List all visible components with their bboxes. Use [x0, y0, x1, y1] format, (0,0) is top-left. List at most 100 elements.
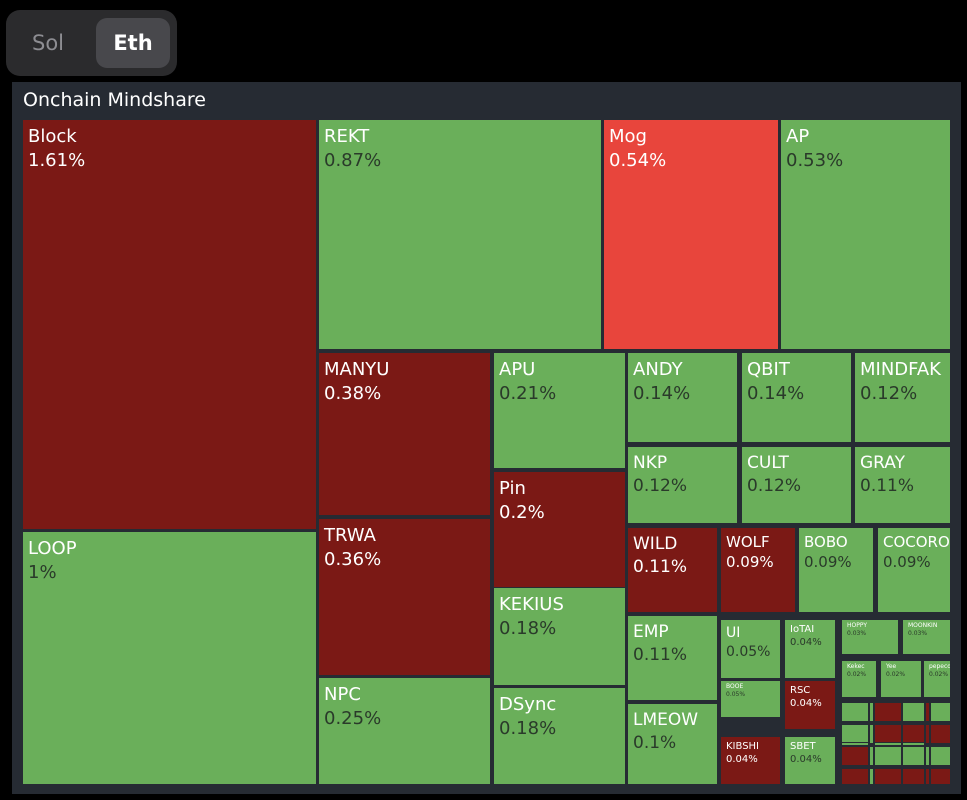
tile-name: DSync [499, 694, 557, 715]
tile-name: WILD [633, 534, 678, 554]
treemap-tile[interactable] [925, 702, 930, 722]
tile-value: 0.21% [499, 383, 557, 404]
tile-value: 0.03% [847, 630, 867, 637]
tile-value: 0.04% [790, 754, 822, 765]
sol-tab[interactable]: Sol [14, 18, 82, 68]
mindshare-panel: Onchain Mindshare Block 1.61% LOOP 1% REKT 0.… [12, 82, 961, 794]
treemap-tile-cult[interactable]: CULT 0.12% [741, 446, 852, 524]
tile-value: 0.03% [908, 630, 928, 637]
treemap-tile[interactable] [925, 724, 930, 744]
tile-value: 0.04% [790, 637, 822, 648]
treemap-tile-emp[interactable]: EMP 0.11% [627, 615, 718, 701]
tile-value: 0.09% [883, 553, 931, 571]
treemap-tile-lmeow[interactable]: LMEOW 0.1% [627, 703, 718, 785]
treemap-tile-moonkin[interactable]: MOONKIN 0.03% [902, 619, 951, 655]
tile-name: LOOP [28, 538, 77, 559]
tile-value: 0.12% [860, 383, 918, 404]
treemap-tile-nkp[interactable]: NKP 0.12% [627, 446, 738, 524]
treemap-tile[interactable] [869, 746, 874, 766]
treemap-tile[interactable] [869, 724, 874, 744]
tile-value: 0.14% [633, 383, 691, 404]
tile-value: 0.11% [633, 645, 688, 665]
treemap-tile[interactable] [874, 742, 902, 746]
treemap-tile-yee[interactable]: Yee 0.02% [880, 660, 922, 698]
treemap-tile-manyu[interactable]: MANYU 0.38% [318, 352, 491, 516]
tile-value: 0.53% [786, 150, 844, 171]
treemap-tile-mindfak[interactable]: MINDFAK 0.12% [854, 352, 951, 443]
treemap-tile-iotai[interactable]: IoTAI 0.04% [784, 619, 836, 679]
treemap-tile-wolf[interactable]: WOLF 0.09% [720, 527, 796, 613]
treemap-tile-ap[interactable]: AP 0.53% [780, 119, 951, 350]
treemap-tile[interactable] [869, 702, 874, 722]
treemap-tile-wild[interactable]: WILD 0.11% [627, 527, 718, 613]
treemap-tile[interactable] [841, 742, 869, 746]
tile-value: 0.18% [499, 718, 557, 739]
treemap-tile[interactable] [930, 724, 951, 744]
treemap-tile[interactable] [874, 768, 902, 785]
treemap-tile-block[interactable]: Block 1.61% [22, 119, 317, 530]
treemap-tile[interactable] [874, 746, 902, 766]
treemap-tile-kibshi[interactable]: KIBSHI 0.04% [720, 736, 781, 785]
treemap-tile-rekt[interactable]: REKT 0.87% [318, 119, 602, 350]
treemap-tile[interactable] [930, 702, 951, 722]
tile-name: UI [726, 625, 741, 641]
treemap-tile-loop[interactable]: LOOP 1% [22, 531, 317, 785]
treemap-tile-qbit[interactable]: QBIT 0.14% [741, 352, 852, 443]
treemap-tile-gray[interactable]: GRAY 0.11% [854, 446, 951, 524]
treemap-tile[interactable] [902, 724, 925, 744]
treemap-tile-hoppy[interactable]: HOPPY 0.03% [841, 619, 899, 655]
treemap-tile-mog[interactable]: Mog 0.54% [603, 119, 779, 350]
tile-name: AP [786, 126, 810, 147]
tile-value: 0.12% [747, 476, 802, 496]
treemap-tile[interactable] [841, 768, 869, 785]
tile-name: TRWA [324, 525, 376, 546]
treemap-tile[interactable] [930, 768, 951, 785]
treemap-tile-cocoro[interactable]: COCORO 0.09% [877, 527, 951, 613]
treemap-tile-ui[interactable]: UI 0.05% [720, 619, 781, 679]
treemap-tile[interactable] [902, 702, 925, 722]
tile-name: APU [499, 359, 536, 380]
tile-value: 0.25% [324, 708, 382, 729]
treemap-tile[interactable] [869, 768, 874, 785]
treemap-tile[interactable] [925, 768, 930, 785]
treemap-tile[interactable] [874, 724, 902, 744]
tile-name: BOBO [804, 533, 848, 551]
treemap-tile-npc[interactable]: NPC 0.25% [318, 677, 491, 785]
treemap-tile[interactable] [841, 746, 869, 766]
tile-value: 0.05% [726, 691, 746, 698]
tile-name: NKP [633, 453, 668, 473]
tile-value: 0.54% [609, 150, 667, 171]
treemap-tile-trwa[interactable]: TRWA 0.36% [318, 518, 491, 676]
tile-value: 0.11% [633, 557, 688, 577]
treemap-tile-bobo[interactable]: BOBO 0.09% [798, 527, 874, 613]
treemap-tile[interactable] [902, 768, 925, 785]
mindshare-treemap: Block 1.61% LOOP 1% REKT 0.87% Mog 0.54% AP 0.53%… [12, 82, 961, 794]
tile-name: EMP [633, 622, 669, 642]
tile-value: 0.09% [804, 553, 852, 571]
treemap-tile[interactable] [925, 746, 930, 766]
tile-name: MINDFAK [860, 359, 941, 380]
treemap-tile-rsc[interactable]: RSC 0.04% [784, 680, 836, 730]
treemap-tile-booe[interactable]: BOOE 0.05% [720, 680, 781, 718]
treemap-tile-andy[interactable]: ANDY 0.14% [627, 352, 738, 443]
treemap-tile[interactable] [902, 742, 925, 746]
tile-value: 0.2% [499, 502, 545, 523]
treemap-tile-apu[interactable]: APU 0.21% [493, 352, 626, 469]
tile-value: 1% [28, 562, 57, 583]
treemap-tile[interactable] [841, 724, 869, 744]
tile-name: Kekec [847, 663, 865, 670]
treemap-tile-pin[interactable]: Pin 0.2% [493, 471, 626, 588]
eth-tab[interactable]: Eth [96, 18, 170, 68]
tile-name: IoTAI [790, 624, 815, 635]
treemap-tile-kekius[interactable]: KEKIUS 0.18% [493, 587, 626, 686]
treemap-tile-swag[interactable] [874, 702, 902, 722]
treemap-tile[interactable] [930, 746, 951, 766]
tile-name: MOONKIN [908, 622, 938, 629]
treemap-tile-kendu[interactable] [841, 702, 869, 722]
treemap-tile-kekec[interactable]: Kekec 0.02% [841, 660, 877, 698]
treemap-tile[interactable] [902, 746, 925, 766]
treemap-tile-dsync[interactable]: DSync 0.18% [493, 687, 626, 785]
tile-value: 0.14% [747, 383, 805, 404]
treemap-tile-sbet[interactable]: SBET 0.04% [784, 736, 836, 785]
treemap-tile-pepecoin[interactable]: pepecoin0.02% [923, 660, 951, 698]
